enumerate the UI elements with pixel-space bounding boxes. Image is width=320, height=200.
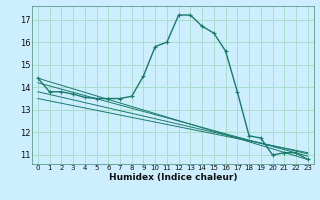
X-axis label: Humidex (Indice chaleur): Humidex (Indice chaleur) [108,173,237,182]
